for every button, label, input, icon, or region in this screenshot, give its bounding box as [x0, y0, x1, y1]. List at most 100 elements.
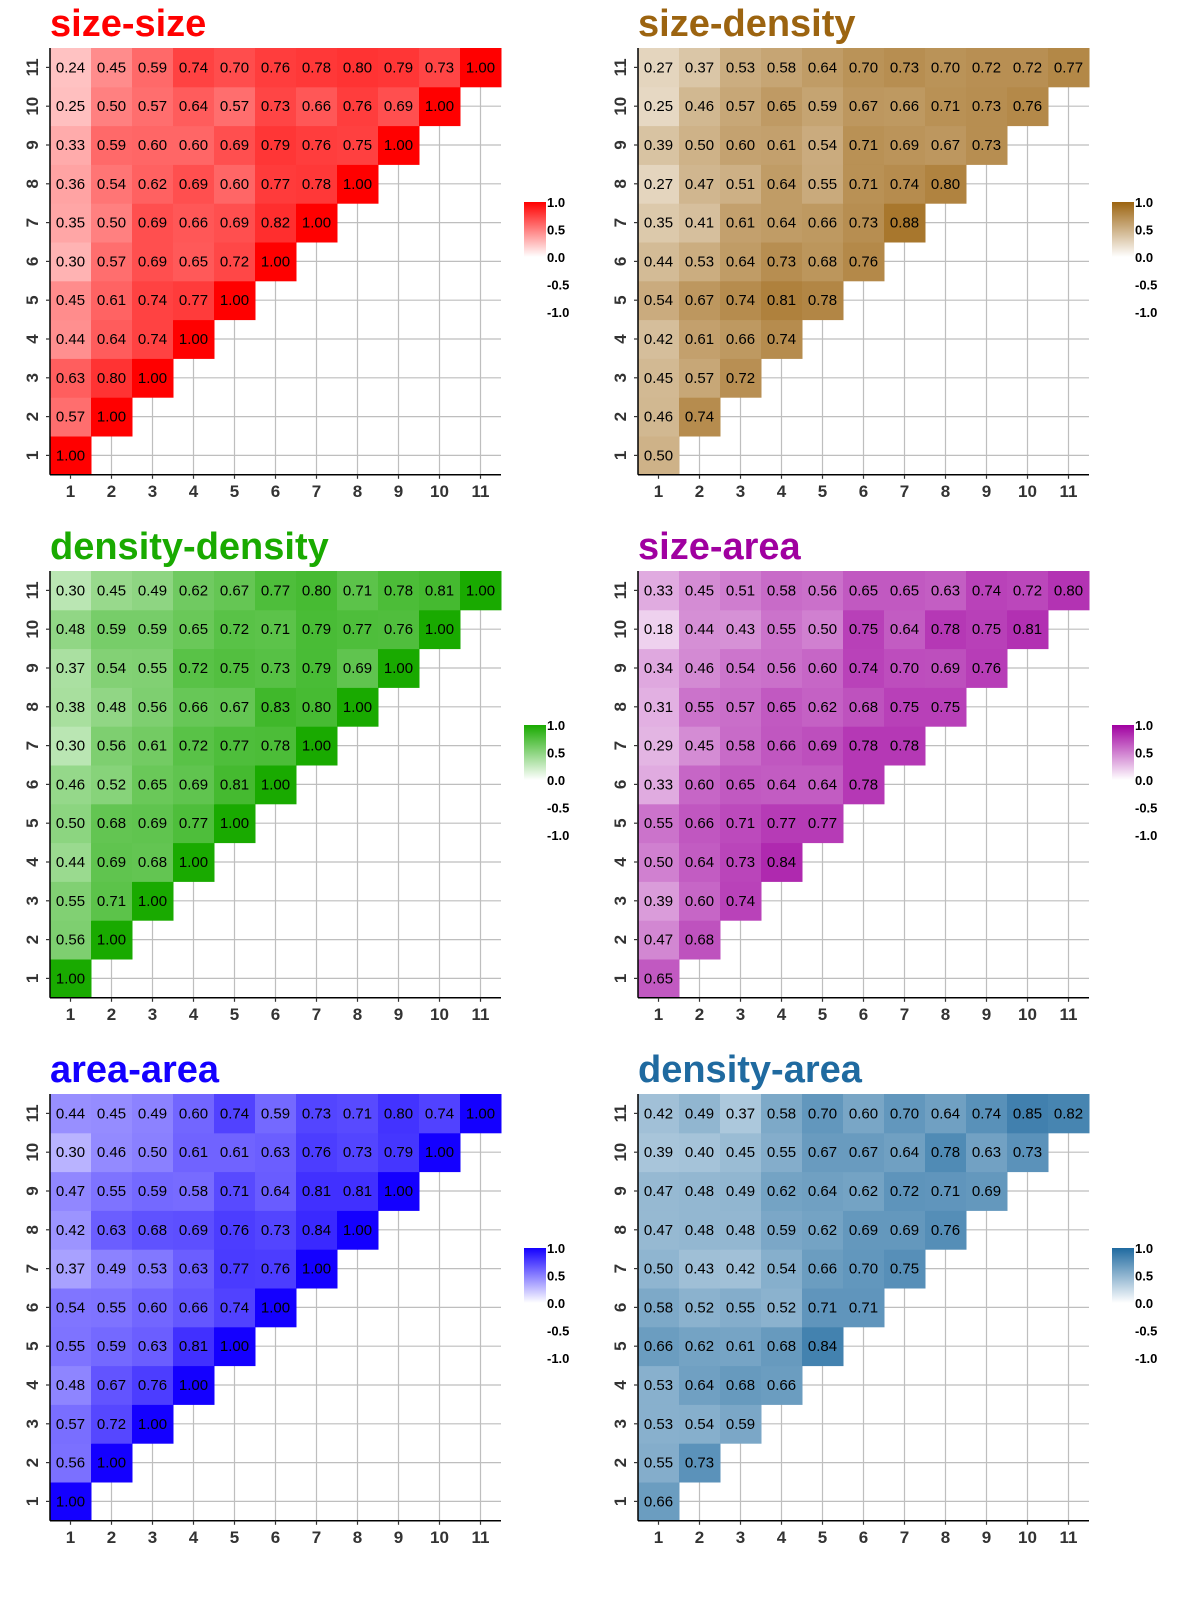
- cell-value-label: 0.63: [138, 1338, 167, 1355]
- cell-value-label: 0.62: [685, 1338, 714, 1355]
- heatmap-cell: [1048, 1094, 1090, 1134]
- heatmap-cell: [638, 648, 680, 688]
- heatmap-cell: [255, 125, 297, 165]
- cells: 0.66 0.55 0.73 0.53 0.54 0.59 0.53 0.64 0.68 0.66…: [638, 1094, 1090, 1522]
- cell-value-label: 0.73: [767, 253, 796, 270]
- heatmap-cell: [638, 125, 680, 165]
- cell-value-label: 0.60: [179, 137, 208, 154]
- heatmap-cell: [337, 571, 379, 611]
- heatmap-cell: [337, 1210, 379, 1250]
- heatmap-cell: [720, 726, 762, 766]
- y-tick-label: 10: [23, 1143, 42, 1162]
- heatmap-cell: [132, 86, 174, 127]
- heatmap-cell: [925, 1132, 967, 1173]
- cell-value-label: 0.29: [644, 738, 673, 755]
- cell-value-label: 0.50: [138, 1144, 167, 1161]
- legend-label: 0.0: [547, 250, 565, 265]
- cell-value-label: 0.30: [56, 253, 85, 270]
- cell-value-label: 0.33: [56, 137, 85, 154]
- x-tick-label: 1: [654, 482, 663, 501]
- y-tick-label: 3: [611, 896, 630, 905]
- heatmap-cell: [173, 1365, 215, 1405]
- cell-value-label: 0.79: [302, 621, 331, 638]
- cell-value-label: 0.31: [644, 699, 673, 716]
- cell-value-label: 0.80: [302, 582, 331, 599]
- heatmap-cell: [173, 203, 215, 243]
- heatmap-cell: [50, 726, 92, 766]
- cell-value-label: 0.77: [220, 738, 249, 755]
- heatmap-cell: [720, 203, 762, 243]
- cell-value-label: 0.72: [97, 1416, 126, 1433]
- heatmap-cell: [50, 687, 92, 727]
- heatmap-cell: [720, 1249, 762, 1289]
- cell-value-label: 0.88: [890, 215, 919, 232]
- heatmap-cell: [91, 842, 133, 882]
- heatmap-cell: [638, 1249, 680, 1289]
- cell-value-label: 0.66: [767, 1377, 796, 1394]
- heatmap-cell: [720, 1210, 762, 1250]
- heatmap-cell: [843, 609, 885, 650]
- heatmap-cell: [720, 242, 762, 282]
- heatmap-cell: [966, 609, 1008, 650]
- cell-value-label: 0.45: [644, 370, 673, 387]
- cell-value-label: 0.78: [849, 776, 878, 793]
- heatmap-cell: [460, 1094, 502, 1134]
- cell-value-label: 0.48: [685, 1183, 714, 1200]
- cell-value-label: 0.57: [685, 370, 714, 387]
- cell-value-label: 0.51: [726, 582, 755, 599]
- cell-value-label: 0.73: [890, 59, 919, 76]
- heatmap-cell: [761, 726, 803, 766]
- heatmap-cell: [843, 1210, 885, 1250]
- cell-value-label: 1.00: [261, 776, 290, 793]
- cell-value-label: 1.00: [179, 854, 208, 871]
- cell-value-label: 0.47: [644, 1222, 673, 1239]
- cell-value-label: 0.77: [808, 815, 837, 832]
- cell-value-label: 0.70: [931, 59, 960, 76]
- heatmap-cell: [720, 1365, 762, 1405]
- cell-value-label: 0.56: [97, 738, 126, 755]
- y-tick-label: 2: [611, 412, 630, 421]
- cell-value-label: 0.73: [261, 660, 290, 677]
- cell-value-label: 0.61: [726, 1338, 755, 1355]
- heatmap-cell: [50, 358, 92, 398]
- y-tick-label: 8: [611, 1225, 630, 1234]
- y-tick-label: 8: [611, 702, 630, 711]
- heatmap-cell: [638, 164, 680, 204]
- cell-value-label: 0.71: [726, 815, 755, 832]
- heatmap-cell: [132, 1249, 174, 1289]
- cell-value-label: 0.50: [644, 854, 673, 871]
- cell-value-label: 0.39: [644, 1144, 673, 1161]
- heatmap-cell: [843, 48, 885, 88]
- cell-value-label: 0.55: [56, 893, 85, 910]
- cell-value-label: 0.72: [1013, 582, 1042, 599]
- cell-value-label: 0.71: [343, 1105, 372, 1122]
- heatmap-cell: [296, 1171, 338, 1211]
- heatmap-cell: [802, 726, 844, 766]
- heatmap-cell: [884, 1094, 926, 1134]
- x-tick-label: 1: [66, 482, 75, 501]
- heatmap-cell: [679, 842, 721, 882]
- legend-colorbar: [1112, 1248, 1134, 1358]
- cell-value-label: 0.47: [685, 176, 714, 193]
- cell-value-label: 0.42: [726, 1261, 755, 1278]
- cell-value-label: 0.64: [767, 776, 796, 793]
- cell-value-label: 0.72: [220, 621, 249, 638]
- cell-value-label: 0.63: [179, 1261, 208, 1278]
- legend-label: 0.5: [547, 223, 565, 238]
- y-tick-label: 9: [611, 663, 630, 672]
- heatmap-cell: [419, 1132, 461, 1173]
- cell-value-label: 0.36: [56, 176, 85, 193]
- y-tick-label: 4: [611, 334, 630, 344]
- heatmap-cell: [761, 1365, 803, 1405]
- heatmap-cell: [132, 319, 174, 359]
- cell-value-label: 1.00: [466, 582, 495, 599]
- heatmap-cell: [925, 648, 967, 688]
- heatmap-panel-density-density: density-density 1.00 0.56 1.00 0.55 0.71 1.00 0…: [0, 523, 600, 1056]
- cell-value-label: 1.00: [261, 253, 290, 270]
- heatmap-cell: [802, 48, 844, 88]
- heatmap-cell: [419, 609, 461, 650]
- heatmap-panel-size-density: size-density 0.50 0.46 0.74 0.45 0.57 0.72 0.42…: [588, 0, 1188, 533]
- heatmap-cell: [679, 765, 721, 805]
